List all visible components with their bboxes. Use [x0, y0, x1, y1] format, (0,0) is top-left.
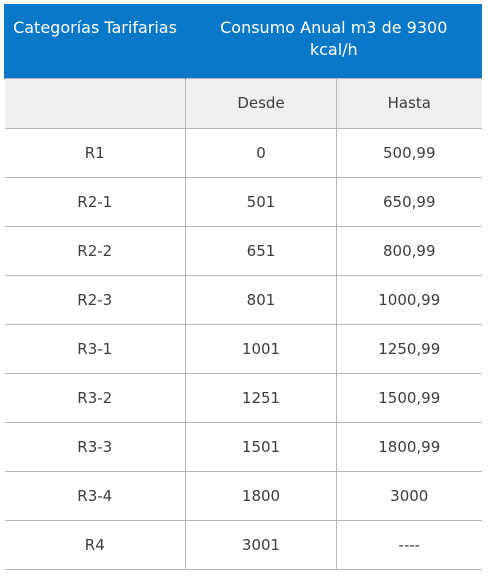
table-row: R2-3 801 1000,99 — [4, 274, 482, 325]
tariff-table: Categorías Tarifarias Consumo Anual m3 d… — [4, 4, 482, 570]
cell-to: 3000 — [336, 470, 482, 521]
table-row: R2-1 501 650,99 — [4, 176, 482, 227]
cell-to: 800,99 — [336, 225, 482, 276]
table-row: R4 3001 ---- — [4, 519, 482, 570]
cell-category: R2-3 — [4, 274, 186, 325]
cell-from: 1501 — [185, 421, 337, 472]
cell-category: R3-2 — [4, 372, 186, 423]
cell-from: 1251 — [185, 372, 337, 423]
table-row: R3-3 1501 1800,99 — [4, 421, 482, 472]
subheader-category — [4, 77, 186, 129]
table-row: R2-2 651 800,99 — [4, 225, 482, 276]
cell-to: ---- — [336, 519, 482, 570]
cell-category: R2-2 — [4, 225, 186, 276]
cell-from: 1800 — [185, 470, 337, 521]
table-row: R3-4 1800 3000 — [4, 470, 482, 521]
cell-from: 1001 — [185, 323, 337, 374]
cell-category: R1 — [4, 127, 186, 178]
cell-to: 1500,99 — [336, 372, 482, 423]
cell-from: 501 — [185, 176, 337, 227]
cell-from: 651 — [185, 225, 337, 276]
subheader-from: Desde — [185, 77, 337, 129]
header-category: Categorías Tarifarias — [4, 4, 186, 78]
cell-to: 650,99 — [336, 176, 482, 227]
cell-to: 1800,99 — [336, 421, 482, 472]
cell-to: 1000,99 — [336, 274, 482, 325]
header-consumption: Consumo Anual m3 de 9300 kcal/h — [185, 4, 482, 78]
cell-category: R4 — [4, 519, 186, 570]
cell-from: 0 — [185, 127, 337, 178]
table-row: R1 0 500,99 — [4, 127, 482, 178]
table-row: R3-1 1001 1250,99 — [4, 323, 482, 374]
cell-category: R2-1 — [4, 176, 186, 227]
cell-to: 1250,99 — [336, 323, 482, 374]
table-body: Desde Hasta R1 0 500,99 R2-1 501 650,99 … — [4, 77, 482, 570]
cell-from: 3001 — [185, 519, 337, 570]
header-row: Categorías Tarifarias Consumo Anual m3 d… — [4, 4, 482, 78]
table-row: R3-2 1251 1500,99 — [4, 372, 482, 423]
table-header: Categorías Tarifarias Consumo Anual m3 d… — [4, 4, 482, 78]
cell-category: R3-3 — [4, 421, 186, 472]
cell-category: R3-4 — [4, 470, 186, 521]
cell-category: R3-1 — [4, 323, 186, 374]
cell-to: 500,99 — [336, 127, 482, 178]
subheader-row: Desde Hasta — [4, 77, 482, 129]
subheader-to: Hasta — [336, 77, 482, 129]
cell-from: 801 — [185, 274, 337, 325]
